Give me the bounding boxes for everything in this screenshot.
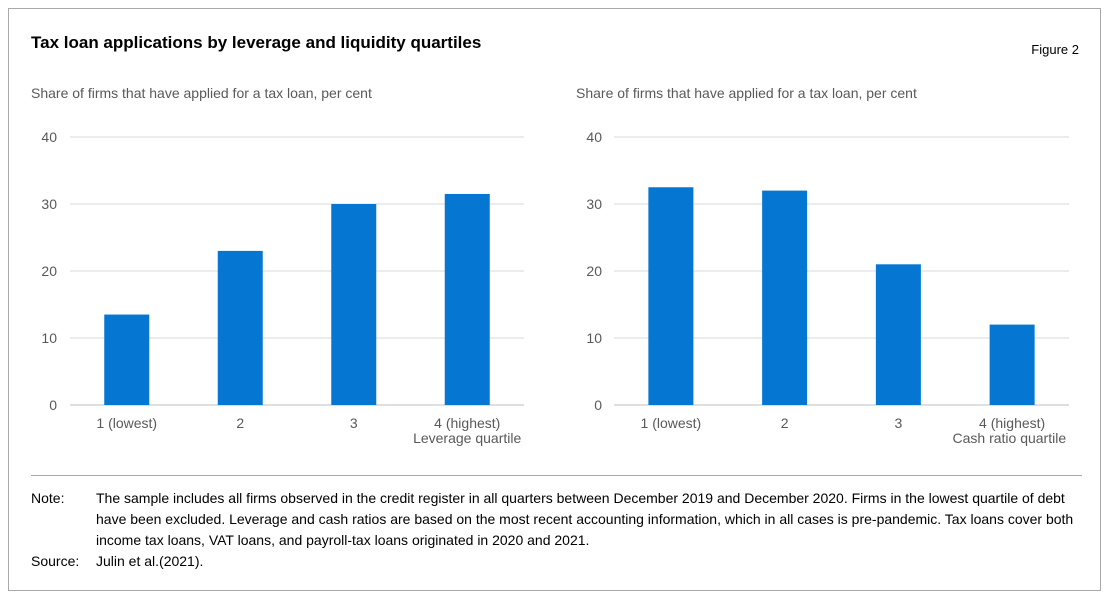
y-tick-label: 0 [49,397,57,413]
x-axis-title: Cash ratio quartile [953,430,1067,446]
x-tick-label: 1 (lowest) [641,415,702,431]
notes-block: Note: The sample includes all firms obse… [31,488,1086,572]
bar [875,264,921,405]
y-tick-label: 10 [586,330,602,346]
source-label: Source: [31,553,80,569]
y-tick-label: 40 [41,129,57,145]
notes-separator [31,475,1082,476]
note-label: Note: [31,490,65,506]
x-tick-label: 2 [781,415,789,431]
y-tick-label: 10 [41,330,57,346]
x-tick-label: 4 (highest) [979,415,1045,431]
x-axis-title: Leverage quartile [413,430,521,446]
y-tick-label: 20 [586,263,602,279]
x-tick-label: 3 [350,415,358,431]
chart-subtitle: Share of firms that have applied for a t… [31,85,372,101]
figure-title: Tax loan applications by leverage and li… [31,33,482,52]
bar [104,314,150,405]
bar [989,324,1035,405]
y-tick-label: 30 [586,196,602,212]
y-tick-label: 20 [41,263,57,279]
figure-label: Figure 2 [1031,42,1079,57]
bar [444,193,490,405]
x-tick-label: 3 [894,415,902,431]
source-row: Source: Julin et al.(2021). [31,551,1086,572]
chart-subtitle: Share of firms that have applied for a t… [576,85,917,101]
x-tick-label: 4 (highest) [434,415,500,431]
bar [331,204,377,405]
bar [762,190,808,405]
y-tick-label: 30 [41,196,57,212]
charts-area: Share of firms that have applied for a t… [31,85,1069,446]
bar [217,250,263,405]
note-text: The sample includes all firms observed i… [96,490,1074,548]
x-tick-label: 1 (lowest) [96,415,157,431]
y-tick-label: 40 [586,129,602,145]
x-tick-label: 2 [236,415,244,431]
source-text: Julin et al.(2021). [96,553,204,569]
y-tick-label: 0 [594,397,602,413]
bar [648,187,694,405]
note-row: Note: The sample includes all firms obse… [31,488,1086,551]
